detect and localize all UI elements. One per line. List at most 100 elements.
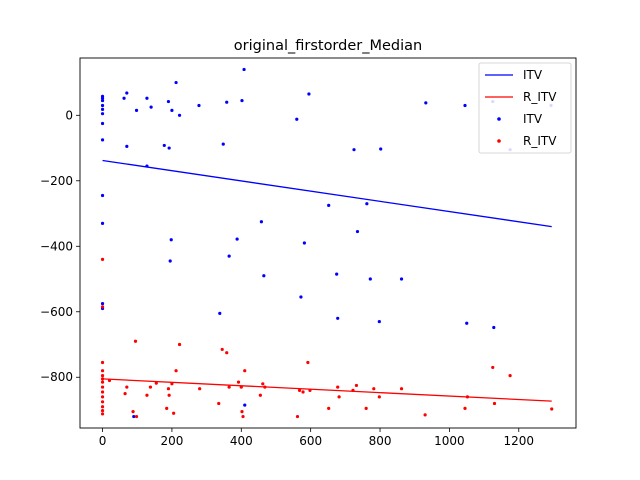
data-point — [399, 277, 404, 281]
data-point — [463, 406, 467, 410]
data-point — [162, 143, 166, 148]
legend-label: R_ITV — [523, 90, 557, 104]
legend-label: R_ITV — [523, 134, 557, 148]
data-point — [133, 339, 138, 343]
legend-label: ITV — [523, 112, 543, 126]
data-point — [327, 406, 331, 410]
data-point — [550, 407, 554, 411]
data-point — [218, 311, 222, 315]
legend: ITV R_ITV ITV R_ITV — [478, 62, 572, 154]
data-point — [491, 365, 495, 370]
data-point — [295, 414, 300, 419]
data-point — [364, 406, 368, 410]
data-point — [125, 91, 129, 95]
data-point — [365, 202, 369, 206]
data-point — [174, 369, 178, 373]
y-tick-label: −800 — [40, 370, 73, 384]
data-point — [337, 395, 341, 399]
data-point — [148, 385, 153, 389]
data-point — [125, 385, 129, 389]
x-tick-label: 800 — [369, 434, 392, 448]
data-point — [299, 295, 303, 299]
data-point — [225, 351, 229, 355]
data-point — [166, 387, 171, 391]
data-point — [243, 369, 247, 373]
data-point — [197, 103, 201, 108]
data-point — [240, 410, 244, 414]
legend-box — [478, 62, 572, 154]
data-point — [100, 112, 105, 116]
data-point — [508, 374, 512, 378]
data-point — [368, 277, 372, 281]
data-point — [122, 96, 126, 100]
data-point — [165, 406, 169, 410]
data-point — [170, 108, 174, 112]
data-point — [145, 96, 149, 100]
data-point — [132, 414, 136, 419]
data-point — [100, 98, 105, 103]
data-point — [258, 393, 262, 397]
legend-swatch-marker — [497, 139, 501, 143]
data-point — [100, 412, 105, 416]
data-point — [145, 393, 149, 397]
data-point — [261, 382, 265, 386]
data-point — [301, 390, 305, 394]
chart-title: original_firstorder_Median — [234, 38, 422, 54]
data-point — [100, 360, 105, 365]
data-point — [424, 101, 428, 105]
data-point — [372, 387, 376, 391]
data-point — [167, 146, 171, 150]
data-point — [352, 148, 356, 152]
y-tick-label: −400 — [40, 239, 73, 253]
data-point — [423, 413, 427, 417]
data-point — [492, 325, 496, 330]
data-point — [235, 237, 239, 241]
data-point — [463, 103, 467, 108]
data-point — [236, 380, 241, 384]
x-tick-label: 0 — [99, 434, 107, 448]
data-point — [177, 113, 182, 117]
data-point — [168, 259, 172, 263]
data-point — [220, 347, 224, 352]
data-point — [221, 142, 225, 146]
data-point — [306, 360, 310, 365]
data-point — [327, 203, 331, 207]
series-layer — [100, 67, 554, 419]
fit-line-r-itv — [102, 378, 552, 402]
data-point — [154, 381, 158, 385]
data-point — [123, 392, 127, 396]
x-tick-label: 1000 — [434, 434, 465, 448]
data-point — [149, 105, 153, 109]
data-point — [492, 401, 497, 406]
data-point — [100, 369, 105, 373]
legend-label: ITV — [523, 68, 543, 82]
data-point — [355, 229, 360, 234]
data-point — [297, 388, 302, 392]
data-point — [354, 383, 359, 388]
data-point — [240, 98, 244, 103]
data-point — [377, 319, 381, 324]
fit-line-itv — [102, 159, 552, 228]
x-tick-label: 600 — [299, 434, 322, 448]
data-point — [259, 220, 264, 224]
axes-frame — [79, 57, 577, 429]
data-point — [100, 380, 105, 384]
data-point — [243, 403, 247, 407]
data-point — [100, 390, 105, 394]
data-point — [131, 410, 135, 414]
y-tick-label: 0 — [65, 108, 73, 122]
data-point — [336, 316, 340, 320]
data-point — [100, 385, 105, 389]
data-point — [100, 96, 105, 100]
data-point — [227, 385, 231, 389]
data-point — [262, 274, 266, 278]
data-point — [100, 301, 105, 306]
data-point — [100, 409, 105, 413]
data-point — [302, 241, 307, 245]
data-point — [465, 321, 469, 325]
series-r-itv — [100, 257, 554, 419]
data-point — [198, 387, 202, 391]
data-point — [100, 400, 105, 404]
data-point — [336, 385, 340, 389]
data-point — [167, 393, 171, 397]
